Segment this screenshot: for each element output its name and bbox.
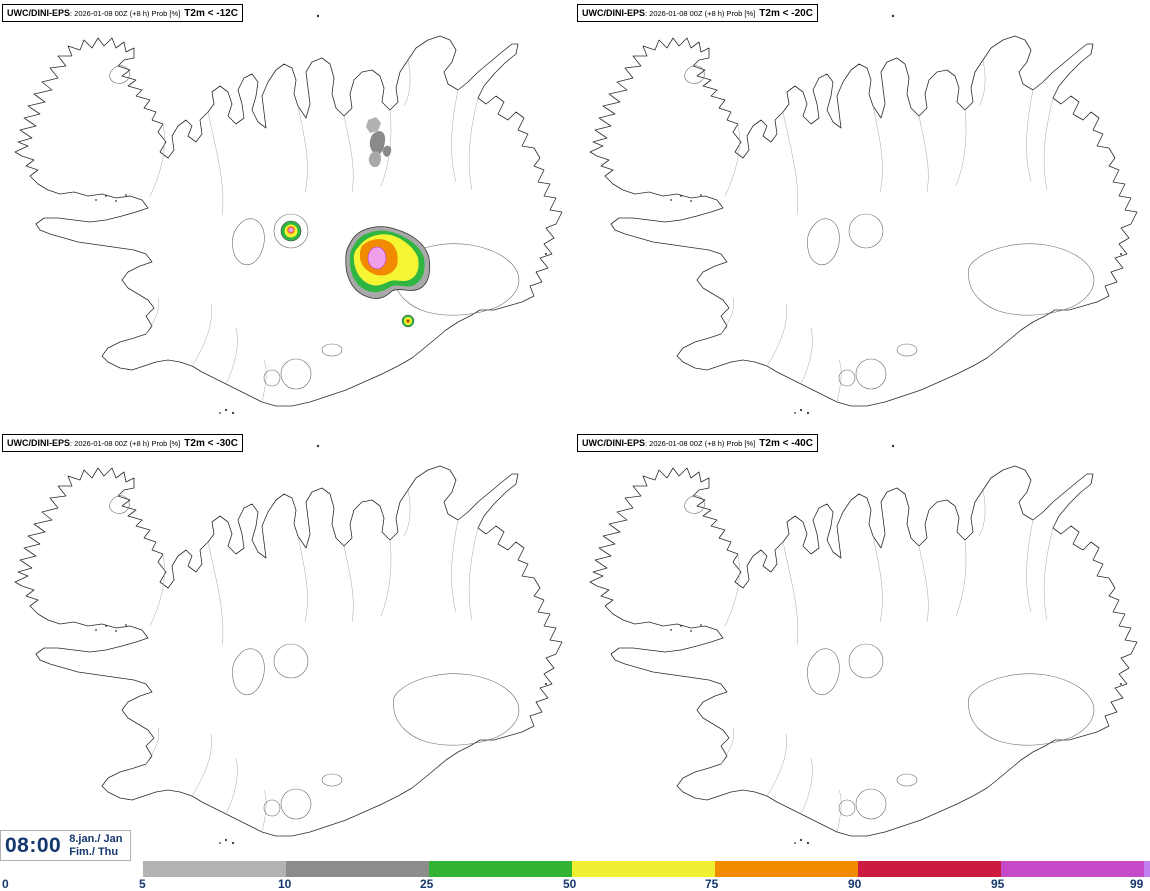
iceland-map	[589, 444, 1138, 845]
panel-title: UWC/DINI-EPS: 2026-01-08 00Z (+8 h) Prob…	[2, 4, 243, 22]
threshold-label: T2m < -12C	[184, 8, 238, 19]
colorbar-segment	[715, 861, 858, 877]
colorbar-tick-label: 99	[1130, 877, 1144, 891]
iceland-map	[589, 14, 1138, 415]
colorbar-segments	[0, 861, 1150, 877]
panel-t2m-lt-12c: UWC/DINI-EPS: 2026-01-08 00Z (+8 h) Prob…	[0, 0, 575, 430]
model-name: UWC/DINI-EPS	[582, 8, 645, 18]
colorbar-segment	[1144, 861, 1150, 877]
iceland-map	[14, 444, 563, 845]
model-name: UWC/DINI-EPS	[7, 8, 70, 18]
colorbar-segment	[143, 861, 286, 877]
colorbar-segment	[858, 861, 1001, 877]
model-name: UWC/DINI-EPS	[582, 438, 645, 448]
run-info: : 2026-01-08 00Z (+8 h) Prob [%]	[645, 9, 756, 18]
colorbar-tick-label: 0	[2, 877, 9, 891]
threshold-label: T2m < -30C	[184, 438, 238, 449]
colorbar-tick-label: 5	[139, 877, 146, 891]
colorbar-tick-label: 75	[705, 877, 719, 891]
threshold-label: T2m < -20C	[759, 8, 813, 19]
colorbar-tick-labels: 0 5 10 25 50 75 90 95 99	[0, 877, 1150, 891]
colorbar-tick-label: 25	[420, 877, 434, 891]
colorbar-tick-label: 90	[848, 877, 862, 891]
panel-title: UWC/DINI-EPS: 2026-01-08 00Z (+8 h) Prob…	[2, 434, 243, 452]
panel-title: UWC/DINI-EPS: 2026-01-08 00Z (+8 h) Prob…	[577, 4, 818, 22]
colorbar-tick-label: 10	[278, 877, 292, 891]
colorbar-segment	[286, 861, 429, 877]
panel-t2m-lt-20c: UWC/DINI-EPS: 2026-01-08 00Z (+8 h) Prob…	[575, 0, 1150, 430]
colorbar-tick-label: 50	[563, 877, 577, 891]
colorbar-segment	[429, 861, 572, 877]
panel-t2m-lt-40c: UWC/DINI-EPS: 2026-01-08 00Z (+8 h) Prob…	[575, 430, 1150, 860]
colorbar-segment	[1001, 861, 1144, 877]
valid-time: 08:00	[5, 833, 62, 857]
valid-time-box: 08:00 8.jan./ Jan Fim./ Thu	[0, 830, 132, 861]
date-line-2: Fim./ Thu	[69, 845, 119, 858]
panel-title: UWC/DINI-EPS: 2026-01-08 00Z (+8 h) Prob…	[577, 434, 818, 452]
run-info: : 2026-01-08 00Z (+8 h) Prob [%]	[70, 439, 181, 448]
run-info: : 2026-01-08 00Z (+8 h) Prob [%]	[645, 439, 756, 448]
colorbar-tick-label: 95	[991, 877, 1005, 891]
panel-t2m-lt-30c: UWC/DINI-EPS: 2026-01-08 00Z (+8 h) Prob…	[0, 430, 575, 860]
iceland-map	[14, 14, 563, 415]
model-name: UWC/DINI-EPS	[7, 438, 70, 448]
date-line-1: 8.jan./ Jan	[69, 832, 123, 845]
run-info: : 2026-01-08 00Z (+8 h) Prob [%]	[70, 9, 181, 18]
valid-date: 8.jan./ Jan Fim./ Thu	[69, 833, 122, 859]
colorbar-segment	[572, 861, 715, 877]
threshold-label: T2m < -40C	[759, 438, 813, 449]
